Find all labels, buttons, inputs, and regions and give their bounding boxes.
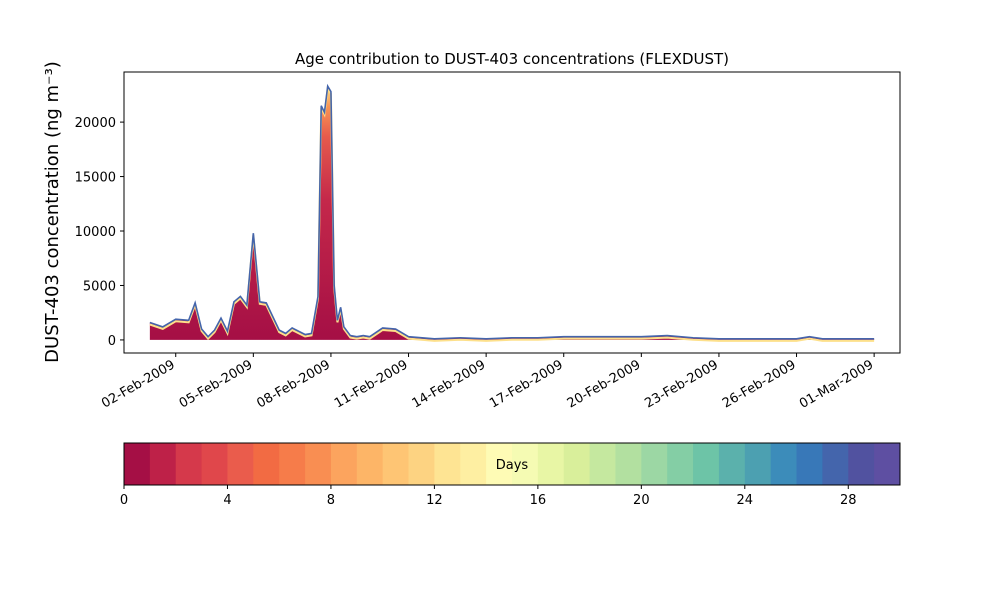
colorbar-segment bbox=[253, 443, 280, 485]
colorbar-tick-label: 24 bbox=[737, 493, 754, 508]
colorbar-segment bbox=[718, 443, 746, 485]
colorbar-segment bbox=[744, 443, 772, 485]
x-tick-label: 02-Feb-2009 bbox=[99, 357, 178, 411]
x-tick-label: 01-Mar-2009 bbox=[797, 357, 876, 411]
x-tick-label: 14-Feb-2009 bbox=[410, 357, 489, 411]
colorbar-segment bbox=[434, 443, 461, 485]
x-tick-label: 26-Feb-2009 bbox=[720, 357, 799, 411]
colorbar-segment bbox=[227, 443, 254, 485]
colorbar-segment bbox=[641, 443, 668, 485]
colorbar-segment bbox=[667, 443, 694, 485]
colorbar-segment bbox=[693, 443, 720, 485]
colorbar-tick-label: 12 bbox=[426, 493, 443, 508]
colorbar-segment bbox=[330, 443, 358, 485]
colorbar-segment bbox=[486, 443, 513, 485]
y-tick-label: 5000 bbox=[83, 279, 116, 294]
colorbar-segment bbox=[874, 443, 901, 485]
colorbar-tick-label: 0 bbox=[120, 493, 128, 508]
y-axis: 0 5000 10000 15000 20000 bbox=[75, 116, 124, 349]
colorbar-frame bbox=[123, 442, 901, 486]
x-axis: 02-Feb-2009 05-Feb-2009 08-Feb-2009 11-Feb-… bbox=[99, 353, 876, 412]
stacked-area-fill bbox=[149, 86, 875, 340]
colorbar-segment bbox=[356, 443, 384, 485]
colorbar-tick-label: 4 bbox=[223, 493, 231, 508]
colorbar-tick-label: 16 bbox=[530, 493, 547, 508]
colorbar-segment bbox=[512, 443, 539, 485]
colorbar-segment bbox=[201, 443, 228, 485]
y-tick-label: 0 bbox=[108, 334, 116, 349]
age-colorbar: 0 4 8 12 16 20 24 28 bbox=[120, 442, 901, 508]
colorbar-segment bbox=[460, 443, 487, 485]
y-tick-label: 10000 bbox=[75, 225, 116, 240]
total-concentration-line bbox=[149, 83, 875, 340]
x-tick-label: 05-Feb-2009 bbox=[177, 357, 256, 411]
colorbar-label: Days bbox=[496, 458, 529, 473]
colorbar-segment bbox=[408, 443, 435, 485]
x-tick-label: 08-Feb-2009 bbox=[254, 357, 333, 411]
colorbar-segment bbox=[822, 443, 849, 485]
colorbar-segment bbox=[563, 443, 591, 485]
colorbar-segment bbox=[175, 443, 203, 485]
x-tick-label: 23-Feb-2009 bbox=[642, 357, 721, 411]
plot-area bbox=[149, 83, 875, 342]
y-tick-label: 20000 bbox=[75, 116, 116, 131]
colorbar-tick-label: 8 bbox=[327, 493, 335, 508]
colorbar-tick-label: 20 bbox=[633, 493, 650, 508]
plot-frame bbox=[123, 71, 901, 354]
colorbar-segment bbox=[124, 443, 151, 485]
chart-title: Age contribution to DUST-403 concentrati… bbox=[295, 50, 729, 68]
colorbar-segment bbox=[770, 443, 798, 485]
colorbar-segment bbox=[382, 443, 410, 485]
x-tick-label: 11-Feb-2009 bbox=[332, 357, 411, 411]
colorbar-segment bbox=[149, 443, 177, 485]
colorbar-segment bbox=[279, 443, 306, 485]
colorbar-segment bbox=[537, 443, 565, 485]
colorbar-segment bbox=[589, 443, 616, 485]
colorbar-segment bbox=[796, 443, 823, 485]
y-axis-label: DUST-403 concentration (ng m⁻³) bbox=[42, 61, 63, 363]
x-tick-label: 20-Feb-2009 bbox=[565, 357, 644, 411]
colorbar-segment bbox=[305, 443, 332, 485]
colorbar-segment bbox=[615, 443, 642, 485]
x-tick-label: 17-Feb-2009 bbox=[487, 357, 566, 411]
colorbar-tick-label: 28 bbox=[840, 493, 857, 508]
y-tick-label: 15000 bbox=[75, 171, 116, 186]
colorbar-segment bbox=[848, 443, 875, 485]
